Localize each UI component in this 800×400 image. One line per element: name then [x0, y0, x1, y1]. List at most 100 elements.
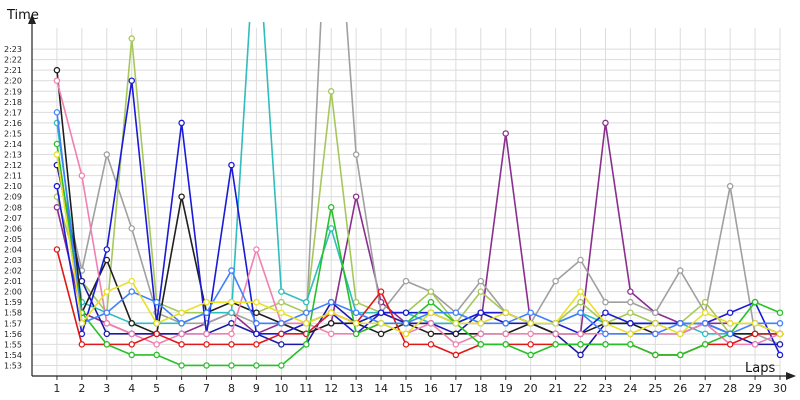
data-point: [452, 351, 460, 359]
data-point: [228, 309, 235, 316]
y-tick-label: 2:06: [4, 224, 22, 233]
data-point: [452, 330, 460, 338]
x-tick-label: 21: [549, 382, 563, 395]
data-point: [53, 140, 61, 148]
x-tick-label: 8: [228, 382, 235, 395]
y-tick-label: 2:01: [4, 277, 22, 286]
data-point: [427, 330, 435, 338]
data-point: [352, 330, 360, 338]
y-tick-label: 2:21: [4, 66, 22, 75]
data-point: [726, 330, 734, 338]
data-point: [577, 288, 584, 295]
y-axis-arrow: [28, 14, 36, 24]
data-point: [278, 341, 285, 348]
data-point: [352, 193, 360, 200]
x-axis-arrow: [786, 372, 796, 380]
data-point: [552, 341, 559, 348]
data-point: [701, 330, 709, 338]
data-point: [502, 320, 509, 327]
data-point: [627, 320, 634, 327]
x-tick-label: 14: [374, 382, 388, 395]
series-8: [53, 77, 784, 348]
y-tick-label: 2:00: [4, 288, 22, 297]
data-point: [602, 330, 609, 338]
data-point: [427, 320, 435, 327]
x-tick-label: 17: [449, 382, 463, 395]
y-tick-label: 1:53: [4, 361, 22, 370]
data-point: [477, 341, 485, 348]
y-tick-label: 2:04: [4, 245, 22, 254]
x-tick-labels: 1 2 3 4 5 6 7 8 9 10 11 12 13 14 15 16 17 18 19 20 21 22 23 24 2…: [53, 382, 787, 395]
data-point: [178, 309, 185, 316]
data-point: [776, 351, 784, 359]
data-point: [502, 341, 509, 348]
data-point: [652, 320, 659, 327]
data-point: [327, 320, 335, 327]
axes: [28, 14, 796, 380]
series-line: [56, 80, 781, 346]
data-point: [203, 341, 210, 348]
y-tick-label: 2:12: [4, 161, 22, 170]
data-point: [477, 288, 485, 295]
data-point: [527, 309, 534, 316]
data-point: [751, 298, 759, 306]
data-point: [253, 362, 260, 369]
data-point: [278, 309, 285, 316]
x-tick-label: 13: [349, 382, 363, 395]
data-point: [228, 267, 235, 274]
data-point: [327, 88, 335, 95]
data-point: [427, 309, 435, 316]
data-point: [726, 341, 734, 348]
x-tick-label: 28: [723, 382, 737, 395]
data-point: [502, 309, 509, 316]
data-point: [377, 309, 385, 316]
x-tick-label: 26: [673, 382, 687, 395]
data-point: [452, 341, 460, 348]
data-point: [652, 330, 659, 338]
data-point: [178, 330, 185, 338]
y-tick-label: 2:20: [4, 77, 22, 86]
data-point: [278, 298, 285, 306]
data-point: [128, 320, 135, 327]
data-point: [602, 320, 609, 327]
data-point: [677, 320, 684, 327]
x-tick-label: 30: [773, 382, 787, 395]
data-point: [103, 309, 111, 316]
y-tick-label: 2:17: [4, 108, 22, 117]
y-tick-label: 2:09: [4, 193, 22, 202]
x-tick-label: 5: [153, 382, 160, 395]
data-point: [153, 298, 160, 306]
data-point: [652, 351, 659, 359]
data-point: [203, 309, 210, 316]
data-point: [627, 288, 634, 295]
data-point: [776, 309, 784, 316]
data-point: [53, 109, 61, 116]
data-point: [602, 341, 609, 348]
data-point: [352, 320, 360, 327]
data-point: [253, 320, 260, 327]
series-line: [56, 112, 780, 335]
y-tick-label: 2:23: [4, 45, 22, 54]
data-point: [352, 309, 360, 316]
data-point: [552, 330, 559, 338]
data-point: [577, 341, 584, 348]
y-tick-label: 1:56: [4, 330, 22, 339]
y-tick-label: 1:54: [4, 351, 22, 360]
x-tick-label: 29: [748, 382, 762, 395]
data-point: [203, 298, 210, 306]
data-point: [726, 320, 734, 327]
data-point: [427, 341, 435, 348]
data-point: [53, 151, 61, 158]
data-point: [78, 172, 86, 179]
data-point: [253, 246, 260, 253]
data-point: [103, 341, 111, 348]
y-tick-label: 2:03: [4, 256, 22, 265]
data-point: [427, 298, 435, 306]
data-point: [527, 330, 534, 338]
y-tick-label: 2:13: [4, 151, 22, 160]
data-point: [128, 225, 135, 232]
data-point: [701, 298, 709, 306]
data-point: [627, 341, 634, 348]
data-point: [776, 330, 784, 338]
data-point: [602, 309, 609, 316]
